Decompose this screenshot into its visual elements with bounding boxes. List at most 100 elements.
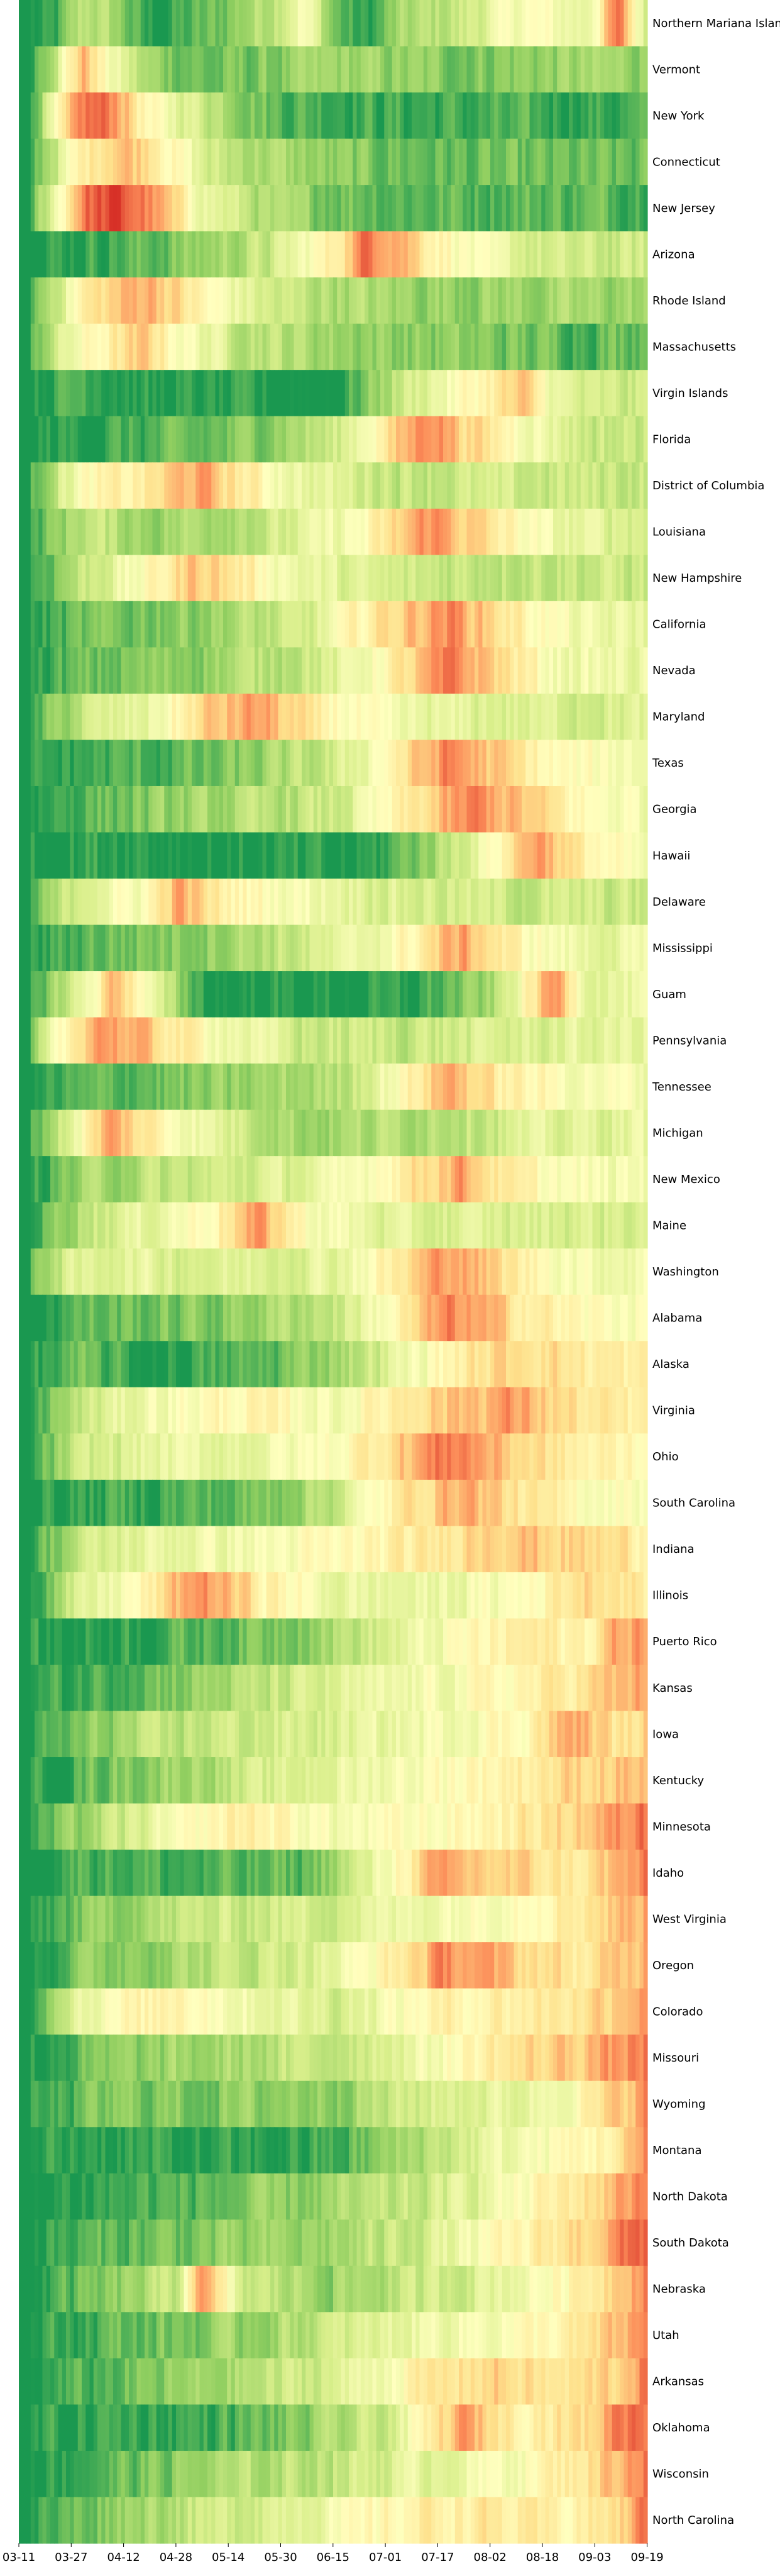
heatmap-cell	[266, 1017, 271, 1064]
heatmap-cell	[145, 555, 149, 602]
heatmap-cell	[313, 1109, 318, 1157]
heatmap-cell	[325, 786, 330, 833]
heatmap-cell	[70, 693, 75, 741]
heatmap-cell	[616, 924, 620, 972]
heatmap-cell	[148, 508, 153, 555]
heatmap-cell	[427, 1294, 432, 1341]
heatmap-cell	[290, 46, 295, 93]
heatmap-cell	[388, 1248, 393, 1296]
heatmap-cell	[588, 1063, 593, 1111]
heatmap-cell	[443, 416, 448, 463]
heatmap-cell	[545, 1017, 550, 1064]
heatmap-cell	[145, 0, 149, 47]
heatmap-cell	[466, 1109, 471, 1157]
heatmap-cell	[360, 138, 365, 186]
heatmap-cell	[136, 1109, 141, 1157]
heatmap-cell	[227, 508, 232, 555]
heatmap-cell	[74, 1387, 79, 1434]
heatmap-cell	[231, 323, 236, 370]
heatmap-cell	[549, 1294, 554, 1341]
heatmap-cell	[317, 0, 322, 47]
heatmap-cell	[573, 1294, 578, 1341]
heatmap-cell	[616, 231, 620, 278]
heatmap-cell	[423, 1109, 428, 1157]
heatmap-cell	[545, 1294, 550, 1341]
heatmap-cell	[195, 1387, 200, 1434]
heatmap-cell	[517, 1248, 522, 1296]
heatmap-cell	[42, 971, 47, 1018]
heatmap-cell	[262, 1341, 267, 1388]
heatmap-cell	[510, 1109, 515, 1157]
heatmap-cell	[145, 1341, 149, 1388]
heatmap-cell	[498, 832, 503, 879]
heatmap-cell	[502, 1387, 507, 1434]
heatmap-cell	[365, 416, 369, 463]
heatmap-cell	[23, 740, 28, 787]
heatmap-cell	[270, 832, 275, 879]
heatmap-cell	[537, 462, 542, 509]
heatmap-cell	[133, 231, 138, 278]
heatmap-cell	[557, 971, 562, 1018]
heatmap-cell	[42, 1387, 47, 1434]
heatmap-cell	[392, 740, 397, 787]
heatmap-cell	[372, 416, 377, 463]
heatmap-cell	[176, 508, 180, 555]
heatmap-cell	[164, 555, 169, 602]
heatmap-cell	[62, 462, 67, 509]
heatmap-cell	[148, 1387, 153, 1434]
heatmap-cell	[42, 693, 47, 741]
heatmap-cell	[172, 647, 177, 694]
heatmap-cell	[431, 1063, 436, 1111]
heatmap-cell	[360, 1017, 365, 1064]
heatmap-cell	[549, 924, 554, 972]
heatmap-cell	[404, 832, 409, 879]
heatmap-cell	[643, 693, 648, 741]
heatmap-cell	[129, 1109, 133, 1157]
heatmap-cell	[454, 416, 459, 463]
heatmap-cell	[140, 231, 145, 278]
heatmap-cell	[93, 1387, 98, 1434]
heatmap-cell	[635, 786, 640, 833]
heatmap-cell	[396, 971, 400, 1018]
heatmap-cell	[356, 1063, 361, 1111]
heatmap-cell	[329, 138, 334, 186]
heatmap-cell	[423, 971, 428, 1018]
heatmap-cell	[211, 138, 216, 186]
heatmap-cell	[325, 46, 330, 93]
heatmap-cell	[635, 416, 640, 463]
heatmap-cell	[459, 1387, 463, 1434]
heatmap-cell	[168, 971, 173, 1018]
heatmap-cell	[46, 879, 51, 926]
heatmap-cell	[529, 508, 534, 555]
heatmap-cell	[439, 370, 444, 417]
heatmap-cell	[573, 46, 578, 93]
heatmap-cell	[113, 786, 118, 833]
heatmap-cell	[380, 277, 385, 325]
heatmap-cell	[498, 924, 503, 972]
heatmap-cell	[66, 555, 70, 602]
heatmap-cell	[152, 1109, 157, 1157]
heatmap-cell	[392, 1341, 397, 1388]
heatmap-cell	[246, 971, 251, 1018]
heatmap-cell	[148, 92, 153, 140]
heatmap-cell	[510, 277, 515, 325]
heatmap-cell	[506, 693, 510, 741]
heatmap-cell	[38, 740, 43, 787]
heatmap-cell	[77, 786, 82, 833]
heatmap-cell	[278, 323, 283, 370]
heatmap-cell	[77, 416, 82, 463]
heatmap-cell	[360, 647, 365, 694]
heatmap-cell	[561, 1017, 566, 1064]
heatmap-cell	[608, 1341, 613, 1388]
heatmap-cell	[219, 786, 224, 833]
heatmap-cell	[105, 462, 110, 509]
heatmap-cell	[557, 370, 562, 417]
heatmap-cell	[270, 1248, 275, 1296]
heatmap-cell	[305, 740, 310, 787]
heatmap-cell	[337, 1248, 342, 1296]
heatmap-cell	[160, 740, 165, 787]
heatmap-cell	[168, 231, 173, 278]
heatmap-cell	[349, 462, 353, 509]
heatmap-cell	[262, 693, 267, 741]
heatmap-cell	[486, 277, 491, 325]
